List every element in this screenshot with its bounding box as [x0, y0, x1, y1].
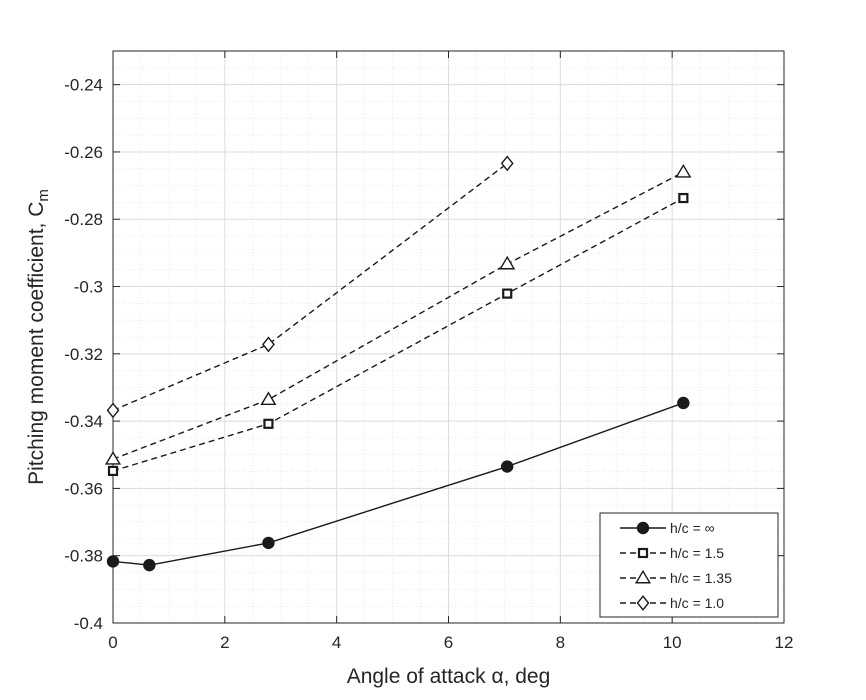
series-layer	[104, 155, 692, 572]
data-point	[502, 288, 513, 299]
legend-marker	[636, 521, 650, 535]
y-tick-label: -0.26	[64, 143, 103, 162]
x-tick-label: 10	[663, 633, 682, 652]
data-point	[262, 336, 275, 353]
series-4	[106, 155, 514, 419]
x-tick-label: 12	[775, 633, 794, 652]
legend-entry: h/c = 1.5	[620, 545, 724, 561]
data-point	[263, 418, 274, 429]
y-tick-label: -0.3	[74, 278, 103, 297]
series-line	[112, 171, 684, 460]
x-axis-label: Angle of attack α, deg	[347, 665, 551, 688]
x-tick-label: 6	[444, 633, 453, 652]
x-tick-label: 0	[108, 633, 117, 652]
legend-label: h/c = 1.0	[670, 595, 724, 611]
data-point	[260, 391, 277, 406]
data-point	[143, 558, 156, 572]
legend-entry: h/c = 1.0	[620, 595, 724, 611]
data-point	[501, 460, 514, 473]
y-axis-label-subscript: m	[35, 189, 52, 202]
legend-marker	[637, 547, 649, 559]
y-tick-label: -0.24	[64, 76, 103, 95]
legend-entry: h/c = ∞	[620, 520, 715, 536]
series-1	[106, 396, 690, 572]
data-point	[107, 465, 119, 477]
series-line	[112, 197, 684, 472]
series-2	[107, 192, 689, 477]
y-tick-label: -0.38	[64, 547, 103, 566]
x-tick-label: 8	[556, 633, 565, 652]
legend-marker	[636, 595, 650, 611]
legend-box	[599, 512, 779, 618]
y-tick-label: -0.32	[64, 345, 103, 364]
data-point	[106, 402, 120, 419]
legend-label: h/c = ∞	[670, 520, 715, 536]
x-tick-label: 2	[220, 633, 229, 652]
x-tick-label: 4	[332, 633, 341, 652]
legend-label: h/c = 1.5	[670, 545, 724, 561]
data-point	[675, 163, 692, 178]
legend-marker	[634, 569, 652, 584]
data-point	[106, 555, 120, 568]
y-tick-label: -0.34	[64, 412, 103, 431]
series-line	[112, 402, 684, 566]
data-point	[678, 192, 689, 204]
y-tick-label: -0.36	[64, 479, 103, 498]
data-point	[262, 536, 275, 550]
y-tick-label: -0.4	[74, 614, 103, 633]
data-point	[677, 396, 690, 410]
data-point	[500, 155, 514, 172]
legend-label: h/c = 1.35	[670, 570, 732, 586]
legend: h/c = ∞ h/c = 1.5 h/c = 1.35 h/c = 1.0	[599, 512, 779, 618]
series-3	[104, 163, 692, 465]
y-axis-label: Pitching moment coefficient, Cm	[25, 189, 52, 485]
data-point	[104, 450, 122, 465]
legend-entry: h/c = 1.35	[620, 569, 732, 586]
y-axis-label-main: Pitching moment coefficient, C	[25, 202, 48, 485]
data-point	[499, 255, 516, 270]
axis-ticks: 0 2 4 6 8 10 12 -0.4 -0.38 -0.36 -0.34 -0.32 -0.3 -0.…	[64, 51, 793, 652]
y-tick-label: -0.28	[64, 210, 103, 229]
